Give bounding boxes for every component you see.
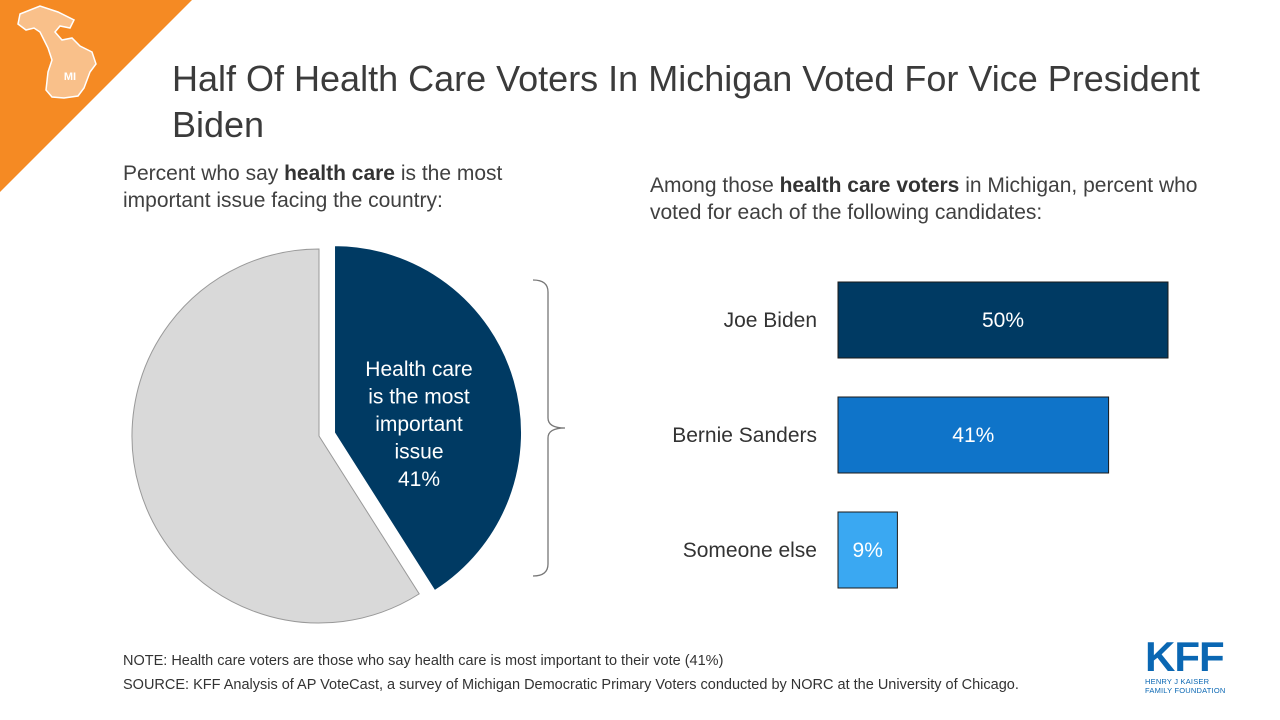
bar-category-label: Bernie Sanders [672, 424, 817, 447]
bar-value-label: 9% [853, 539, 883, 562]
footer-note: NOTE: Health care voters are those who s… [123, 653, 724, 669]
pie-chart: Health care is the most important issue 41% [131, 245, 523, 624]
bar-value-label: 41% [952, 424, 994, 447]
pie-value-label: 41% [398, 468, 440, 491]
logo-line-1: HENRY J KAISER [1145, 677, 1210, 686]
footer-source: SOURCE: KFF Analysis of AP VoteCast, a s… [123, 677, 1019, 693]
page-title: Half Of Health Care Voters In Michigan V… [172, 58, 1200, 145]
kff-logo: KFF HENRY J KAISER FAMILY FOUNDATION [1145, 633, 1235, 697]
pie-label-line: is the most [368, 386, 470, 409]
bracket [532, 279, 566, 577]
corner-banner: MI [0, 0, 192, 192]
bar-chart: Joe Biden 50% Bernie Sanders 41% Someone els… [672, 281, 1169, 589]
pie-label-line: important [375, 413, 463, 436]
logo-line-2: FAMILY FOUNDATION [1145, 686, 1226, 695]
bar-category-label: Joe Biden [724, 309, 817, 332]
bar-joe-biden [837, 281, 1169, 359]
state-label: MI [64, 71, 76, 83]
pie-label-line: issue [394, 441, 443, 464]
pie-slice-health-care [334, 245, 523, 592]
bar-bernie-sanders [837, 396, 1110, 474]
logo-wordmark: KFF [1145, 633, 1225, 680]
pie-label-line: Health care [365, 358, 472, 381]
pie-slice-health-care-label: Health care is the most important issue 41% [365, 358, 472, 491]
bar-someone-else [837, 511, 898, 589]
bar-subtitle: Among those health care voters in Michig… [650, 174, 1198, 224]
michigan-map-icon [17, 5, 97, 99]
pie-slice-other [131, 248, 420, 624]
pie-subtitle: Percent who say health care is the most … [123, 162, 503, 212]
bar-value-label: 50% [982, 309, 1024, 332]
bar-category-label: Someone else [683, 539, 817, 562]
